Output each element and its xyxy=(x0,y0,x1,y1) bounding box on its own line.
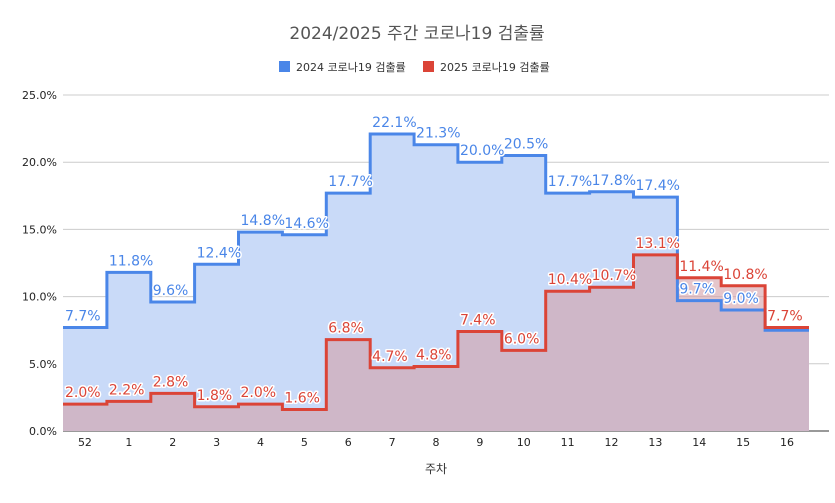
data-label-2025: 7.7% xyxy=(767,309,803,325)
data-label-2025: 2.0% xyxy=(241,385,277,401)
data-label-2024: 11.8% xyxy=(109,253,153,269)
x-tick-label: 3 xyxy=(213,436,220,449)
x-tick-label: 5 xyxy=(301,436,308,449)
x-tick-label: 7 xyxy=(389,436,396,449)
x-tick-label: 2 xyxy=(169,436,176,449)
data-label-2024: 9.0% xyxy=(723,291,759,307)
x-tick-label: 12 xyxy=(605,436,619,449)
chart-title: 2024/2025 주간 코로나19 검출률 xyxy=(289,24,544,44)
y-tick-label: 15.0% xyxy=(22,223,57,236)
data-label-2025: 10.4% xyxy=(548,272,592,288)
data-label-2024: 20.0% xyxy=(460,143,504,159)
series-line-2024 xyxy=(63,132,809,332)
data-label-2025: 10.8% xyxy=(723,267,767,283)
data-label-2025: 6.8% xyxy=(328,321,364,337)
x-tick-label: 1 xyxy=(125,436,132,449)
data-label-2025: 2.0% xyxy=(65,385,101,401)
data-label-2024: 17.8% xyxy=(592,173,636,189)
data-label-2025: 2.2% xyxy=(109,382,145,398)
data-label-2024: 17.7% xyxy=(328,174,372,190)
data-label-2024: 21.3% xyxy=(416,126,460,142)
y-tick-label: 25.0% xyxy=(22,89,57,102)
x-tick-label: 4 xyxy=(257,436,264,449)
data-label-2025: 11.4% xyxy=(679,259,723,275)
series-area-2025 xyxy=(63,254,809,431)
data-label-2025: 13.1% xyxy=(635,236,679,252)
x-tick-label: 8 xyxy=(433,436,440,449)
data-label-2025: 1.8% xyxy=(197,388,233,404)
data-label-2024: 17.4% xyxy=(635,178,679,194)
x-tick-label: 10 xyxy=(517,436,531,449)
data-label-2025: 2.8% xyxy=(153,374,189,390)
series-areas xyxy=(63,134,809,431)
data-label-2025: 7.4% xyxy=(460,313,496,329)
series-lines xyxy=(63,132,809,411)
x-tick-label: 11 xyxy=(561,436,575,449)
x-tick-label: 6 xyxy=(345,436,352,449)
data-label-2025: 4.7% xyxy=(372,349,408,365)
data-label-2025: 1.6% xyxy=(284,390,320,406)
data-label-2025: 6.0% xyxy=(504,331,540,347)
x-tick-label: 14 xyxy=(692,436,706,449)
data-label-2024: 22.1% xyxy=(372,115,416,131)
series-line-2025 xyxy=(63,253,809,411)
data-label-2025: 10.7% xyxy=(592,268,636,284)
legend-label-2025: 2025 코로나19 검출률 xyxy=(440,61,550,74)
legend-swatch-2025 xyxy=(423,61,434,72)
data-label-2024: 9.7% xyxy=(679,282,715,298)
x-tick-label: 52 xyxy=(78,436,92,449)
y-tick-label: 20.0% xyxy=(22,156,57,169)
data-label-2024: 7.7% xyxy=(65,309,101,325)
legend-swatch-2024 xyxy=(279,61,290,72)
x-axis-ticks: 52 1 2 3 4 5 6 7 8 9 10 11 12 13 14 15 16 xyxy=(78,436,794,449)
x-tick-label: 16 xyxy=(780,436,794,449)
data-label-2024: 12.4% xyxy=(197,245,241,261)
data-label-2025: 4.8% xyxy=(416,347,452,363)
x-tick-label: 9 xyxy=(476,436,483,449)
legend-label-2024: 2024 코로나19 검출률 xyxy=(296,61,406,74)
data-label-2024: 20.5% xyxy=(504,136,548,152)
y-tick-label: 10.0% xyxy=(22,291,57,304)
x-axis-title: 주차 xyxy=(425,462,447,476)
data-label-2024: 9.6% xyxy=(153,283,189,299)
data-label-2024: 17.7% xyxy=(548,174,592,190)
data-labels: 7.7% 11.8%9.6% 12.4%14.8% 14.6% 17.7% 22.1%21… xyxy=(64,113,805,408)
y-tick-label: 5.0% xyxy=(29,358,57,371)
data-label-2024: 14.8% xyxy=(241,213,285,229)
y-tick-label: 0.0% xyxy=(29,425,57,438)
data-label-2024: 14.6% xyxy=(284,216,328,232)
y-axis-ticks: 0.0% 5.0% 10.0% 15.0% 20.0% 25.0% xyxy=(22,89,57,438)
x-tick-label: 13 xyxy=(648,436,662,449)
x-tick-label: 15 xyxy=(736,436,750,449)
legend: 2024 코로나19 검출률 2025 코로나19 검출률 xyxy=(279,61,550,74)
